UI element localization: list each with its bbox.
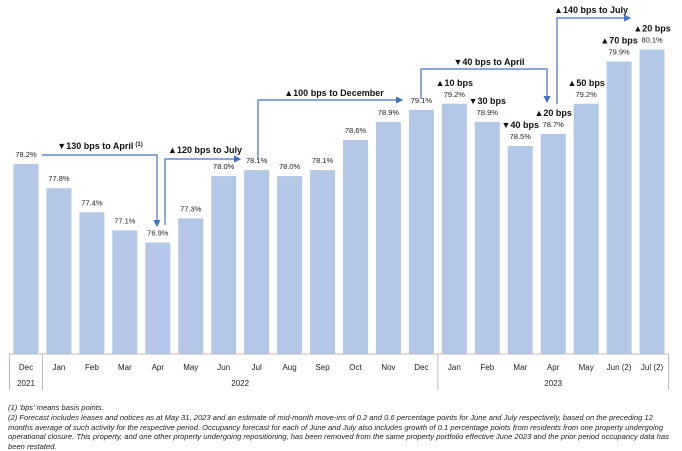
value-label: 78.0% [213, 162, 235, 171]
x-tick-label: May [183, 363, 198, 372]
value-label: 79.2% [576, 90, 598, 99]
bar [244, 170, 270, 354]
bar [145, 242, 171, 354]
value-label: 78.1% [246, 156, 268, 165]
year-label: 2022 [231, 379, 249, 388]
range-annotation: ▲120 bps to July [168, 145, 242, 155]
x-tick-label: Feb [85, 363, 99, 372]
value-label: 78.2% [15, 150, 37, 159]
bar [310, 170, 336, 354]
change-label: ▲50 bps [567, 78, 604, 88]
bar [46, 188, 72, 354]
x-tick-label: Apr [152, 363, 165, 372]
change-arrow [164, 155, 242, 225]
x-tick-label: Dec [19, 363, 33, 372]
bar [606, 61, 632, 355]
value-label: 79.1% [411, 96, 433, 105]
change-label: ▲20 bps [534, 108, 571, 118]
bar [277, 176, 303, 354]
change-label: ▲20 bps [633, 23, 670, 33]
value-label: 79.2% [444, 90, 466, 99]
x-tick-label: Jan [52, 363, 65, 372]
value-label: 76.9% [147, 228, 169, 237]
value-label: 78.0% [279, 162, 301, 171]
bar [178, 218, 204, 354]
value-label: 77.8% [48, 174, 70, 183]
value-label: 78.9% [477, 108, 499, 117]
bar [79, 212, 105, 354]
x-tick-label: Mar [118, 363, 132, 372]
x-tick-label: Apr [547, 363, 560, 372]
change-label: ▼30 bps [469, 96, 506, 106]
x-tick-label: Jul (2) [641, 363, 664, 372]
x-tick-label: Dec [414, 363, 428, 372]
value-label: 77.4% [81, 198, 103, 207]
range-annotation: ▼130 bps to April (1) [57, 141, 142, 151]
range-annotation: ▲140 bps to July [554, 5, 628, 15]
bar [211, 176, 237, 354]
change-arrow [42, 154, 161, 228]
value-label: 78.1% [312, 156, 334, 165]
x-tick-label: Feb [480, 363, 494, 372]
x-tick-label: Jun (2) [607, 363, 632, 372]
change-label: ▲70 bps [600, 36, 637, 46]
x-tick-label: Nov [381, 363, 395, 372]
bar [343, 139, 368, 354]
value-label: 78.9% [378, 108, 400, 117]
footnote-2: (2) Forecast includes leases and notices… [8, 413, 669, 451]
x-tick-label: May [579, 363, 594, 372]
x-tick-label: Jun [217, 363, 230, 372]
value-label: 77.1% [114, 216, 136, 225]
x-tick-label: Aug [282, 363, 296, 372]
change-arrow [556, 14, 632, 104]
change-label: ▲10 bps [436, 78, 473, 88]
x-tick-label: Jan [448, 363, 461, 372]
year-label: 2021 [17, 379, 35, 388]
x-tick-label: Mar [513, 363, 527, 372]
bar [441, 103, 467, 354]
bar [13, 164, 39, 354]
value-label: 79.9% [608, 48, 630, 57]
x-tick-label: Oct [349, 363, 362, 372]
x-tick-label: Sep [315, 363, 330, 372]
bar [408, 109, 434, 354]
range-annotation: ▼40 bps to April [453, 57, 524, 67]
bar [639, 49, 665, 355]
x-tick-label: Jul [252, 363, 262, 372]
bar [507, 145, 533, 354]
footnote-1: (1) 'bps' means basis points. [8, 403, 104, 412]
range-annotation: ▲100 bps to December [284, 88, 384, 98]
occupancy-bar-chart: 78.2% 77.8% 77.4% 77.1% 76.9% 77.3% 78.0% 78.1%… [9, 5, 671, 390]
value-label: 80.1% [641, 35, 663, 44]
bar [112, 230, 138, 354]
change-arrow [257, 96, 404, 160]
value-label: 78.6% [345, 126, 367, 135]
year-label: 2023 [544, 379, 562, 388]
bar [540, 133, 566, 354]
change-label: ▼40 bps [502, 120, 539, 130]
bar [375, 121, 401, 354]
value-label: 77.3% [180, 204, 202, 213]
change-arrow [420, 68, 551, 104]
value-label: 78.5% [510, 132, 532, 141]
value-label: 78.7% [543, 120, 565, 129]
bar [573, 103, 599, 354]
bar [474, 121, 500, 354]
